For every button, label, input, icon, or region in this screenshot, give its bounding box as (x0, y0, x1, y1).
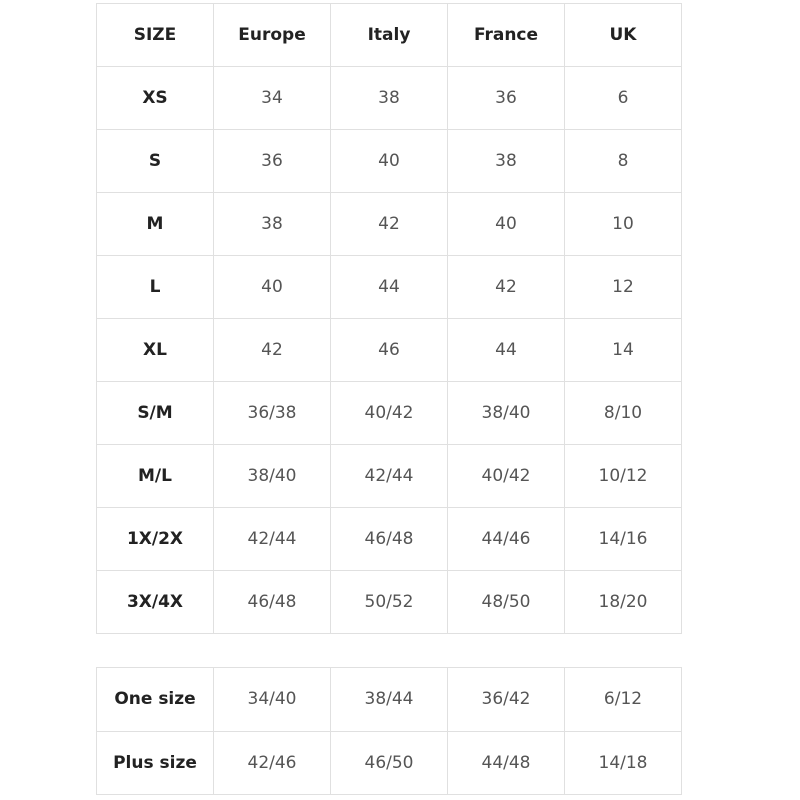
row-label: XL (96, 318, 214, 382)
size-chart-table: SIZE Europe Italy France UK XS 34 38 36 6 S 36 40 38… (96, 3, 682, 634)
table-cell: 46 (330, 318, 448, 382)
row-label: One size (96, 667, 214, 732)
table-cell: 46/48 (213, 570, 331, 634)
table-row: XL 42 46 44 14 (96, 318, 682, 382)
table-cell: 40/42 (447, 444, 565, 508)
table-cell: 38/40 (213, 444, 331, 508)
table-cell: 18/20 (564, 570, 682, 634)
row-label: M (96, 192, 214, 256)
table-row: M 38 42 40 10 (96, 192, 682, 256)
table-cell: 42 (213, 318, 331, 382)
table-row: S 36 40 38 8 (96, 129, 682, 193)
table-cell: 44 (330, 255, 448, 319)
table-cell: 8/10 (564, 381, 682, 445)
table-cell: 36/42 (447, 667, 565, 732)
table-cell: 14/18 (564, 730, 682, 795)
table-cell: 34 (213, 66, 331, 130)
table-cell: 34/40 (213, 667, 331, 732)
table-cell: 46/48 (330, 507, 448, 571)
table-cell: 8 (564, 129, 682, 193)
table-cell: 42 (330, 192, 448, 256)
table-cell: 40 (213, 255, 331, 319)
row-label: S/M (96, 381, 214, 445)
table-cell: 6/12 (564, 667, 682, 732)
table-cell: 44/48 (447, 730, 565, 795)
table-cell: 38 (447, 129, 565, 193)
table-row: M/L 38/40 42/44 40/42 10/12 (96, 444, 682, 508)
table-cell: 36/38 (213, 381, 331, 445)
table-cell: 44 (447, 318, 565, 382)
table-row: One size 34/40 38/44 36/42 6/12 (96, 667, 682, 732)
table-cell: 42/46 (213, 730, 331, 795)
table-cell: 46/50 (330, 730, 448, 795)
table-row: XS 34 38 36 6 (96, 66, 682, 130)
table-cell: 14 (564, 318, 682, 382)
table-cell: 38/44 (330, 667, 448, 732)
table-row: 3X/4X 46/48 50/52 48/50 18/20 (96, 570, 682, 634)
table-cell: 38 (330, 66, 448, 130)
row-label: 1X/2X (96, 507, 214, 571)
row-label: S (96, 129, 214, 193)
table-cell: 50/52 (330, 570, 448, 634)
table-cell: 14/16 (564, 507, 682, 571)
table-cell: 38/40 (447, 381, 565, 445)
table-row: S/M 36/38 40/42 38/40 8/10 (96, 381, 682, 445)
row-label: Plus size (96, 730, 214, 795)
table-row: L 40 44 42 12 (96, 255, 682, 319)
row-label: L (96, 255, 214, 319)
table-cell: 10 (564, 192, 682, 256)
column-header: Europe (213, 3, 331, 67)
table-cell: 38 (213, 192, 331, 256)
column-header: Italy (330, 3, 448, 67)
table-cell: 40/42 (330, 381, 448, 445)
column-header: UK (564, 3, 682, 67)
table-row: 1X/2X 42/44 46/48 44/46 14/16 (96, 507, 682, 571)
table-cell: 12 (564, 255, 682, 319)
table-cell: 40 (447, 192, 565, 256)
table-cell: 42/44 (213, 507, 331, 571)
general-size-table: One size 34/40 38/44 36/42 6/12 Plus size 42/4… (96, 667, 682, 795)
table-cell: 48/50 (447, 570, 565, 634)
table-cell: 42 (447, 255, 565, 319)
column-header: France (447, 3, 565, 67)
table-row: Plus size 42/46 46/50 44/48 14/18 (96, 730, 682, 795)
table-cell: 36 (447, 66, 565, 130)
row-label: XS (96, 66, 214, 130)
row-label: M/L (96, 444, 214, 508)
table-cell: 40 (330, 129, 448, 193)
header-row: SIZE Europe Italy France UK (96, 3, 682, 67)
table-cell: 36 (213, 129, 331, 193)
table-cell: 10/12 (564, 444, 682, 508)
table-cell: 44/46 (447, 507, 565, 571)
row-label: 3X/4X (96, 570, 214, 634)
column-header: SIZE (96, 3, 214, 67)
table-cell: 6 (564, 66, 682, 130)
table-cell: 42/44 (330, 444, 448, 508)
